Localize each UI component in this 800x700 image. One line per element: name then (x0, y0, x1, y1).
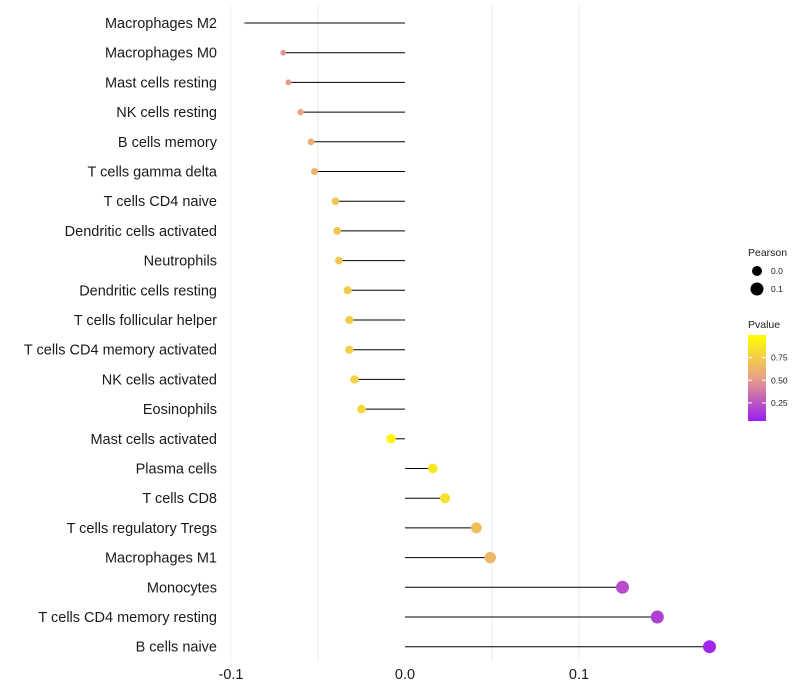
x-axis-ticks: -0.1 0.0 0.1 (219, 667, 590, 683)
data-point (616, 580, 629, 594)
data-point (307, 138, 315, 146)
y-tick-label: Macrophages M2 (105, 16, 217, 32)
y-tick-label: Dendritic cells resting (79, 283, 217, 299)
x-tick-label: -0.1 (219, 667, 244, 683)
y-tick-label: T cells CD8 (142, 491, 217, 507)
y-tick-label: T cells CD4 memory activated (24, 343, 217, 359)
y-tick-label: Plasma cells (136, 462, 217, 478)
legend-pvalue: Pvalue 0.75 0.50 0.25 (748, 319, 788, 421)
y-tick-label: Neutrophils (144, 254, 217, 270)
x-tick-label: 0.1 (569, 667, 589, 683)
y-tick-label: T cells CD4 memory resting (38, 610, 217, 626)
data-point (484, 551, 496, 564)
x-tick-label: 0.0 (395, 667, 415, 683)
data-point (345, 345, 354, 354)
data-point (310, 167, 319, 176)
data-point (650, 610, 664, 624)
legend-pvalue-title: Pvalue (748, 319, 780, 331)
data-point (297, 108, 304, 116)
data-point (439, 493, 451, 504)
data-point (345, 315, 354, 325)
grid-lines (230, 5, 580, 662)
legend-pvalue-label: 0.75 (771, 353, 788, 363)
y-tick-label: B cells memory (118, 135, 218, 151)
y-tick-label: T cells CD4 naive (104, 194, 217, 210)
legend-pvalue-label: 0.50 (771, 375, 788, 385)
data-point (703, 640, 716, 654)
data-point (333, 226, 342, 235)
y-tick-label: Monocytes (147, 580, 217, 596)
y-tick-label: NK cells activated (102, 372, 217, 388)
data-point (350, 375, 359, 384)
data-point (343, 286, 352, 295)
data-point (427, 463, 438, 474)
stems (244, 22, 710, 648)
y-tick-label: T cells regulatory Tregs (67, 521, 217, 537)
data-point (334, 256, 343, 265)
legend-pearson-title: Pearson (748, 247, 787, 259)
y-tick-label: B cells naive (136, 640, 217, 656)
legend-pearson-dot-large (750, 282, 764, 296)
data-point (470, 522, 482, 534)
y-tick-label: Macrophages M0 (105, 46, 217, 62)
data-point (285, 79, 292, 86)
legend-pearson: Pearson 0.0 0.1 (748, 247, 787, 296)
legend-pvalue-colorbar (748, 335, 766, 421)
y-axis-labels: Macrophages M2 Macrophages M0 Mast cells r… (24, 16, 218, 656)
y-tick-label: Dendritic cells activated (65, 224, 217, 240)
y-tick-label: Eosinophils (143, 402, 217, 418)
y-tick-label: Mast cells activated (90, 432, 217, 448)
y-tick-label: T cells gamma delta (88, 165, 218, 181)
points (243, 21, 716, 654)
legend-pearson-label-0: 0.0 (771, 266, 783, 276)
legend-pearson-label-1: 0.1 (771, 284, 783, 294)
y-tick-label: NK cells resting (116, 105, 217, 121)
data-point (331, 197, 340, 206)
y-tick-label: Macrophages M1 (105, 551, 217, 567)
legend-pvalue-label: 0.25 (771, 398, 788, 408)
legend-pearson-dot-small (752, 266, 762, 276)
data-point (386, 434, 396, 444)
data-point (280, 49, 287, 56)
y-tick-label: Mast cells resting (105, 75, 217, 91)
data-point (243, 21, 247, 25)
y-tick-label: T cells follicular helper (74, 313, 217, 329)
data-point (357, 404, 366, 414)
